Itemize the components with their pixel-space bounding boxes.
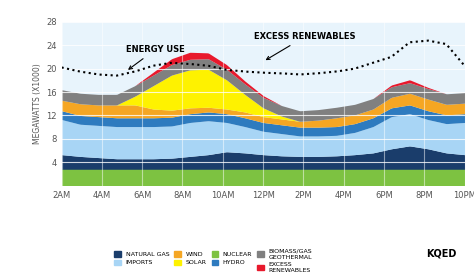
Y-axis label: MEGAWATTS (X1000): MEGAWATTS (X1000) <box>33 63 42 144</box>
Text: ENERGY USE: ENERGY USE <box>126 45 184 69</box>
Text: KQED: KQED <box>426 249 456 259</box>
Text: EXCESS RENEWABLES: EXCESS RENEWABLES <box>254 32 356 60</box>
Legend: NATURAL GAS, IMPORTS, WIND, SOLAR, NUCLEAR, HYDRO, BIOMASS/GAS
GEOTHERMAL, EXCES: NATURAL GAS, IMPORTS, WIND, SOLAR, NUCLE… <box>112 246 315 273</box>
